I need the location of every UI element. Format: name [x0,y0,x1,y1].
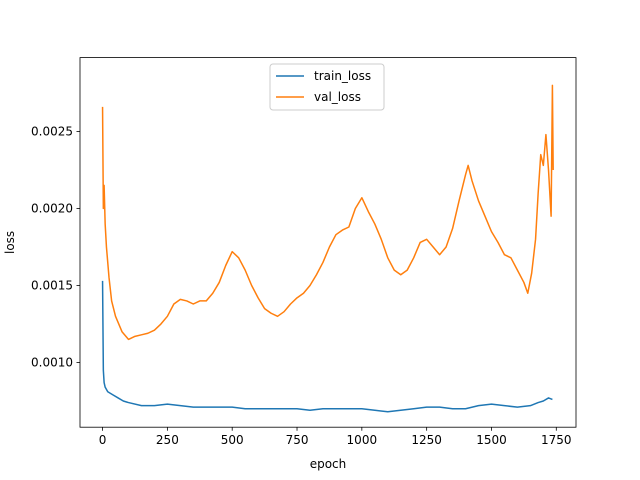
y-axis-title: loss [3,231,17,254]
x-tick-label: 1750 [541,433,572,447]
x-tick-label: 1500 [476,433,507,447]
legend-label-train-loss: train_loss [314,69,371,83]
x-axis-title: epoch [310,457,347,471]
y-tick-label: 0.0010 [31,356,73,370]
series-line-val-loss [101,84,554,341]
series-line-train-loss [101,280,553,413]
y-tick-label: 0.0025 [31,125,73,139]
x-tick-label: 250 [156,433,179,447]
y-tick-label: 0.0020 [31,202,73,216]
x-tick-label: 1000 [347,433,378,447]
legend-label-val-loss: val_loss [314,90,361,104]
plot-frame [79,57,577,428]
series-layer [101,84,554,413]
x-tick-label: 750 [286,433,309,447]
x-tick-label: 0 [99,433,107,447]
x-tick-label: 1250 [411,433,442,447]
legend: train_loss val_loss [269,63,385,111]
tick-layer: 0 250 500 750 1000 1250 1500 1750 0.0010 0.0015 0.… [31,125,572,448]
x-tick-label: 500 [221,433,244,447]
y-tick-label: 0.0015 [31,279,73,293]
